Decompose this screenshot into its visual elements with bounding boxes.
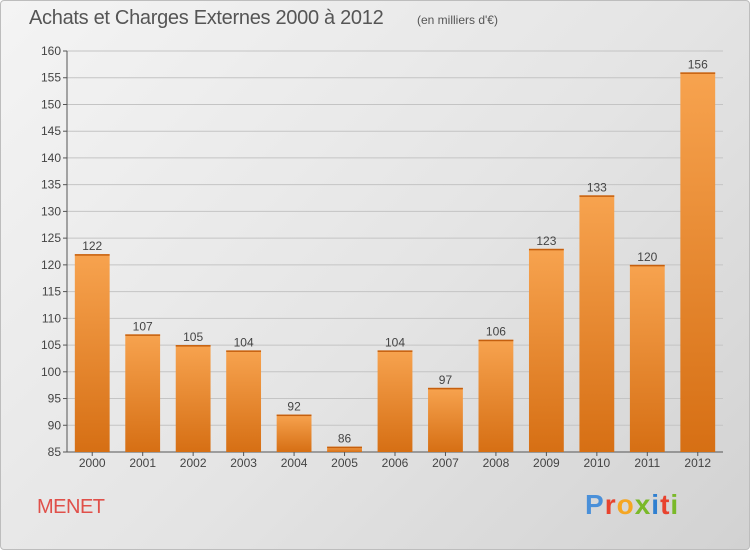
x-tick-label: 2012 [684, 456, 711, 470]
data-label: 120 [637, 250, 657, 264]
bars [74, 72, 716, 453]
bar [226, 350, 262, 452]
bar-top-edge [528, 248, 564, 251]
brand-letter: t [660, 489, 671, 520]
y-tick-label: 135 [41, 178, 61, 192]
bar-top-edge [175, 345, 211, 347]
bar [579, 195, 615, 453]
bar-top-edge [428, 387, 463, 390]
bar-top-edge [478, 339, 514, 342]
bar [276, 414, 312, 452]
brand-letter: i [651, 489, 661, 520]
bar-top-edge [74, 254, 110, 256]
data-label: 106 [486, 325, 506, 339]
bar-top-edge [579, 195, 615, 197]
data-label: 86 [338, 432, 352, 446]
bar-top-edge [226, 350, 262, 352]
y-tick-label: 145 [41, 124, 61, 138]
x-tick-label: 2003 [230, 456, 257, 470]
bar [680, 72, 716, 453]
labels: 85 90 95 100 105 110 115 120 125 130 135 140 145 150 1… [41, 44, 711, 470]
bar [74, 254, 110, 452]
bar [428, 387, 463, 452]
chart-subtitle: (en milliers d'€) [417, 13, 498, 27]
brand-letter: r [604, 489, 617, 520]
bar [327, 446, 362, 452]
bar-top-edge [327, 446, 362, 449]
y-tick-label: 120 [41, 258, 61, 272]
brand-letter: P [585, 489, 605, 520]
data-label: 156 [688, 57, 708, 71]
y-tick-label: 115 [42, 285, 61, 299]
x-tick-label: 2004 [281, 456, 308, 470]
data-label: 92 [287, 400, 301, 414]
x-tick-label: 2010 [583, 456, 610, 470]
bar-top-edge [276, 414, 312, 417]
y-tick-label: 100 [41, 365, 61, 379]
data-label: 123 [536, 234, 556, 248]
x-tick-label: 2011 [634, 456, 660, 470]
bar [629, 264, 665, 452]
y-tick-label: 140 [41, 151, 61, 165]
data-label: 104 [385, 335, 405, 349]
y-tick-label: 110 [42, 311, 61, 325]
y-tick-label: 90 [48, 418, 62, 432]
y-tick-label: 105 [41, 338, 61, 352]
y-tick-label: 150 [41, 97, 61, 111]
x-tick-label: 2005 [331, 456, 358, 470]
x-tick-label: 2008 [483, 456, 510, 470]
data-label: 133 [587, 180, 607, 194]
bar [528, 248, 564, 452]
x-tick-label: 2001 [129, 456, 156, 470]
bar [377, 350, 413, 452]
proxiti-logo: Proxiti [585, 489, 679, 521]
brand-letter: o [616, 489, 635, 520]
brand-letter: x [634, 489, 652, 520]
bar-top-edge [377, 350, 413, 352]
data-label: 97 [439, 373, 453, 387]
data-label: 104 [234, 335, 254, 349]
x-tick-label: 2007 [432, 456, 459, 470]
y-tick-label: 155 [41, 71, 61, 85]
x-tick-label: 2000 [79, 456, 106, 470]
data-label: 122 [82, 239, 102, 253]
bar-top-edge [680, 72, 716, 74]
y-tick-label: 125 [41, 231, 61, 245]
bar-top-edge [629, 264, 665, 267]
y-tick-label: 130 [41, 204, 61, 218]
bar [478, 339, 514, 452]
bar-top-edge [125, 334, 161, 336]
chart-title: Achats et Charges Externes 2000 à 2012 [29, 7, 384, 29]
y-tick-label: 85 [48, 445, 62, 459]
bar [125, 334, 161, 452]
x-tick-label: 2006 [382, 456, 409, 470]
brand-letter: i [670, 489, 680, 520]
data-label: 105 [183, 330, 203, 344]
x-tick-label: 2009 [533, 456, 560, 470]
commune-name: MENET [37, 496, 105, 518]
y-tick-label: 160 [41, 44, 61, 58]
bar [175, 345, 211, 452]
data-label: 107 [133, 319, 153, 333]
y-tick-label: 95 [48, 392, 62, 406]
x-tick-label: 2002 [180, 456, 207, 470]
